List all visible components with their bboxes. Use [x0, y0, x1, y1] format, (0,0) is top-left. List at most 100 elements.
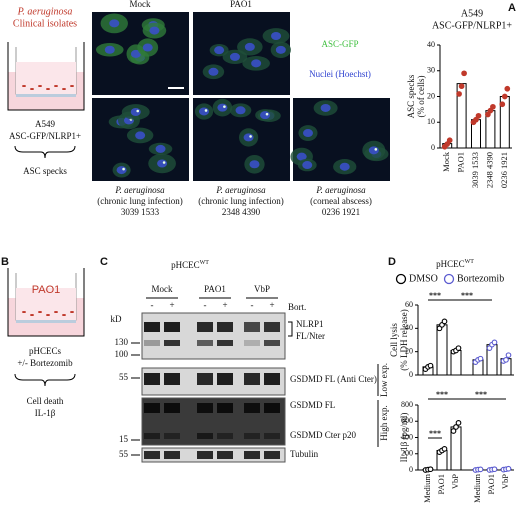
data-point	[453, 424, 459, 430]
insert-medium	[16, 288, 76, 320]
data-point	[427, 466, 434, 473]
band	[197, 403, 213, 413]
nucleus	[260, 111, 271, 120]
nucleus	[116, 166, 127, 175]
data-point	[450, 428, 457, 434]
mw-marker: 15	[119, 434, 129, 444]
data-point	[446, 137, 453, 144]
nucleus	[275, 45, 286, 54]
band	[197, 340, 213, 346]
data-point	[501, 93, 508, 100]
x-tick-label: VbP	[500, 474, 510, 489]
nucleus	[142, 43, 153, 52]
blot	[141, 397, 286, 446]
data-point	[503, 356, 509, 363]
data-point	[473, 116, 479, 123]
condition-label: VbP	[254, 284, 270, 294]
brace	[14, 373, 76, 387]
treatment-sign: +	[169, 300, 174, 310]
data-point	[504, 85, 511, 92]
bacterium	[70, 311, 74, 313]
band-label: GSDMD FL	[290, 400, 335, 410]
caption-source: (chronic lung infection)	[198, 196, 283, 206]
band	[144, 433, 160, 439]
band-bracket	[288, 321, 293, 337]
band	[264, 433, 280, 439]
chart-title: A549	[461, 8, 483, 19]
data-point	[444, 141, 451, 147]
y-axis-label: (% LDH release)	[399, 309, 409, 370]
y-tick-label: 0	[431, 143, 435, 152]
data-point	[458, 83, 465, 90]
well	[7, 42, 85, 111]
nucleus	[339, 162, 350, 171]
speck	[136, 109, 140, 113]
y-tick-label: 20	[427, 91, 435, 100]
caption-isolates: 3039 1533	[121, 207, 160, 217]
band	[197, 451, 213, 459]
data-point	[491, 466, 498, 473]
bacterium	[22, 311, 26, 313]
significance-label: ***	[461, 291, 473, 300]
band-label: Tubulin	[290, 449, 319, 459]
nucleus	[217, 103, 228, 112]
band	[197, 373, 213, 385]
blot-title: pHCECWT	[171, 260, 209, 270]
band	[164, 373, 180, 385]
treatment-label: Bort.	[288, 302, 306, 312]
cell-line: A549	[35, 119, 55, 129]
data-point	[477, 355, 484, 362]
speck	[223, 105, 226, 108]
well-label: PAO1	[32, 284, 61, 296]
bar	[436, 324, 448, 376]
y-axis-label: IL-1β (pg/ml)	[399, 413, 409, 463]
cell-layer	[16, 94, 76, 97]
nucleus	[320, 103, 331, 112]
nucleus	[130, 107, 141, 116]
y-tick-label: 20	[405, 346, 413, 355]
bacterium	[30, 314, 34, 316]
nucleus	[368, 146, 379, 155]
data-point	[505, 352, 512, 359]
legend-marker	[443, 273, 455, 285]
treatment-sign: +	[269, 300, 274, 310]
speck	[265, 112, 269, 116]
band-label: GSDMD FL (Anti Cter)	[290, 374, 377, 384]
speck	[204, 109, 208, 112]
treatment: +/- Bortezomib	[17, 358, 73, 368]
cells: pHCECs	[29, 346, 62, 356]
bacterium	[46, 314, 50, 316]
nucleus	[109, 19, 120, 28]
mw-unit: kD	[111, 314, 123, 324]
y-axis-label: Cell lysis	[389, 323, 399, 357]
caption-organism: P. aeruginosa	[114, 185, 165, 195]
speck	[162, 161, 166, 164]
y-tick-label: 0	[409, 465, 413, 474]
blot	[141, 312, 286, 360]
legend-marker	[395, 273, 407, 285]
channel-label: Nuclei (Hoechst)	[309, 69, 371, 79]
band	[264, 403, 280, 413]
x-tick-label: VbP	[450, 474, 460, 489]
brace	[14, 145, 76, 159]
chart-title: pHCECWT	[436, 259, 474, 269]
x-tick-label: 0236 1921	[499, 152, 509, 188]
nucleus	[235, 106, 246, 115]
band	[244, 403, 260, 413]
nucleus	[208, 67, 219, 76]
exposure-label: Low exp.	[379, 363, 389, 397]
significance-label: ***	[436, 390, 448, 399]
data-point	[485, 111, 491, 118]
speck	[374, 148, 378, 151]
y-tick-label: 60	[405, 300, 413, 309]
legend-label: DMSO	[409, 273, 438, 284]
band	[164, 403, 180, 413]
data-point	[456, 91, 462, 97]
band	[164, 433, 180, 439]
band	[144, 322, 160, 332]
x-tick-label: Mock	[441, 151, 451, 172]
y-tick-label: 40	[405, 323, 413, 332]
band	[197, 433, 213, 439]
band	[264, 373, 280, 385]
